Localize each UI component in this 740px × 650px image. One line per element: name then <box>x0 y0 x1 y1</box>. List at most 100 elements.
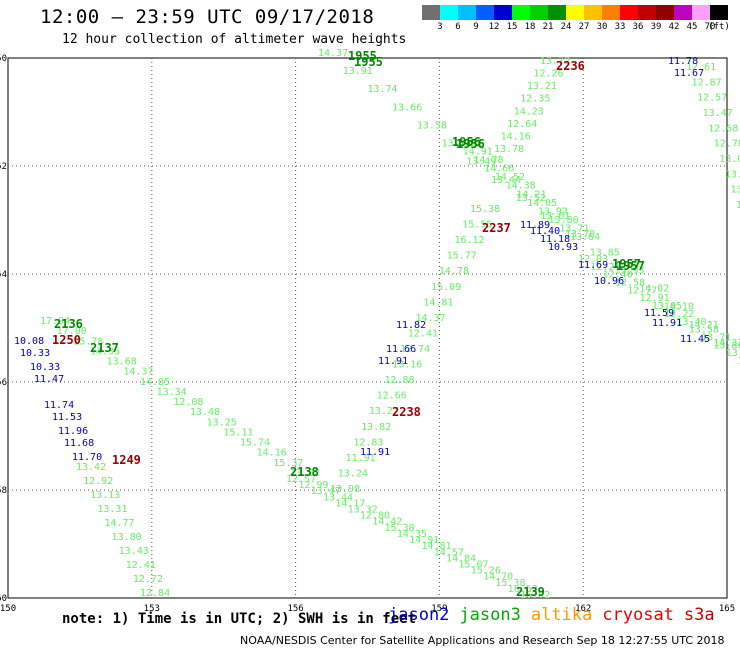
wave-height-value: 15.02 <box>452 138 482 149</box>
wave-height-value: 14.38 <box>506 181 536 192</box>
wave-height-value: 13.47 <box>311 486 341 497</box>
legend-tick-label: 6 <box>455 22 461 32</box>
jason2-wave-height-value: 10.96 <box>594 276 624 287</box>
wave-height-value: 13.42 <box>76 462 106 473</box>
wave-height-value: 13.66 <box>392 102 422 113</box>
wave-height-value: 12.41 <box>408 328 438 339</box>
wave-height-value: 13.52 <box>516 193 546 204</box>
wave-height-value: 15.26 <box>471 566 501 577</box>
wave-height-value: 13.58 <box>689 325 719 336</box>
pass-number-label: 2136 <box>54 317 83 331</box>
jason2-wave-height-value: 10.08 <box>14 336 44 347</box>
altimeter-tracks: 14.37 13.91 13.74 13.66 13.58 13.54 13.49 13.44… <box>14 48 740 601</box>
wave-height-value: 12.72 <box>133 574 163 585</box>
wave-height-value: 14.70 <box>483 572 513 583</box>
wave-height-value: 13.71 <box>701 332 731 343</box>
color-legend: 3 6 9 12 15 18 21 24 27 30 33 36 39 42 45 70 (ft) <box>422 5 730 33</box>
wave-height-value: 13.80 <box>112 532 142 543</box>
pass-number-label: 1250 <box>52 333 81 347</box>
pass-number-label: 2238 <box>392 405 421 419</box>
wave-height-value: 12.99 <box>298 480 328 491</box>
wave-height-value: 14.91 <box>463 147 493 158</box>
wave-height-value: 12.87 <box>692 77 722 88</box>
wave-height-value: 13.44 <box>323 492 353 503</box>
pass-number-label: 1956 <box>456 137 485 151</box>
wave-height-value: 13.31 <box>97 504 127 515</box>
wave-height-value: 15.38 <box>495 578 525 589</box>
satellite-legend: jason2 jason3 altika cryosat s3a <box>388 605 725 625</box>
wave-height-value: 12.83 <box>353 437 383 448</box>
wave-height-value: 12.80 <box>360 511 390 522</box>
legend-tick-label: 36 <box>632 22 644 32</box>
wave-height-value: 15.09 <box>431 282 461 293</box>
jason2-wave-height-value: 11.53 <box>52 412 82 423</box>
jason2-wave-height-value: 11.91 <box>652 318 682 329</box>
legend-swatch <box>692 5 710 20</box>
wave-height-value: 12.03 <box>578 254 608 265</box>
jason2-wave-height-value: 11.47 <box>34 374 64 385</box>
wave-height-value: 13.10 <box>730 185 740 196</box>
longitude-label: 156 <box>287 604 303 614</box>
wave-height-value: 14.04 <box>738 356 740 367</box>
wave-height-value: 17.00 <box>57 326 87 337</box>
wave-height-value: 13.82 <box>361 422 391 433</box>
legend-tick-label: 15 <box>506 22 518 32</box>
legend-tick-label: 30 <box>596 22 608 32</box>
wave-height-value: 12.21 <box>590 262 620 273</box>
legend-tick-label: 18 <box>524 22 536 32</box>
wave-height-value: 13.48 <box>190 407 220 418</box>
jason2-wave-height-value: 11.59 <box>644 308 674 319</box>
wave-height-value: 12.77 <box>627 285 657 296</box>
legend-swatch <box>530 5 548 20</box>
wave-height-value: 14.16 <box>257 448 287 459</box>
pass-number-label: 1957 <box>612 257 641 271</box>
map-subtitle: 12 hour collection of altimeter wave hei… <box>62 32 407 47</box>
wave-height-value: 14.10 <box>664 302 694 313</box>
pass-number-label: 1956 <box>452 135 481 149</box>
wave-height-value: 13.13 <box>90 490 120 501</box>
wave-height-value: 12.91 <box>640 293 670 304</box>
latitude-label: -56 <box>0 378 7 388</box>
credit-line: NOAA/NESDIS Center for Satellite Applica… <box>240 634 725 647</box>
satellite-name-jason3: jason3 <box>459 605 521 625</box>
wave-height-value: 14.16 <box>501 131 531 142</box>
legend-tick-label: 21 <box>542 22 554 32</box>
wave-height-value: 15.11 <box>223 427 253 438</box>
wave-height-value: 14.45 <box>738 356 740 367</box>
legend-tick-label: 9 <box>473 22 479 32</box>
jason2-wave-height-value: 11.91 <box>378 356 408 367</box>
wave-height-value: 11.91 <box>346 453 376 464</box>
wave-height-value: 15.38 <box>385 523 415 534</box>
wave-height-value: 14.77 <box>104 518 134 529</box>
wave-height-value: 12.57 <box>286 474 316 485</box>
wave-height-value: 15.38 <box>470 204 500 215</box>
legend-swatch <box>458 5 476 20</box>
wave-height-value: 14.23 <box>514 106 544 117</box>
pass-number-label: 1955 <box>354 55 383 69</box>
wave-height-value: 13.22 <box>664 309 694 320</box>
wave-height-value: 14.21 <box>689 320 719 331</box>
wave-height-value: 16.02 <box>520 590 550 601</box>
jason2-wave-height-value: 11.78 <box>668 56 698 67</box>
satellite-name-altika: altika <box>530 605 593 625</box>
wave-height-value: 12.78 <box>714 139 740 150</box>
jason2-wave-height-value: 11.66 <box>386 344 416 355</box>
satellite-name-jason2: jason2 <box>388 605 450 625</box>
wave-height-value: 12.92 <box>83 476 113 487</box>
wave-height-value: 15.74 <box>240 438 270 449</box>
jason2-wave-height-value: 11.91 <box>360 447 390 458</box>
wave-height-value: 12.58 <box>615 278 645 289</box>
legend-tick-label: 12 <box>488 22 500 32</box>
jason2-wave-height-value: 11.89 <box>520 220 550 231</box>
wave-height-value: 13.98 <box>330 484 360 495</box>
wave-height-value: 13.86 <box>713 340 740 351</box>
wave-height-value: 13.04 <box>719 154 740 165</box>
longitude-label: 153 <box>144 604 160 614</box>
wave-height-value: 14.78 <box>439 266 469 277</box>
wave-height-value: 13.74 <box>367 84 397 95</box>
jason2-wave-height-value: 11.96 <box>58 426 88 437</box>
pass-number-label: 2236 <box>556 59 585 73</box>
legend-tick-label: 24 <box>560 22 572 32</box>
wave-height-value: 13.34 <box>157 387 187 398</box>
